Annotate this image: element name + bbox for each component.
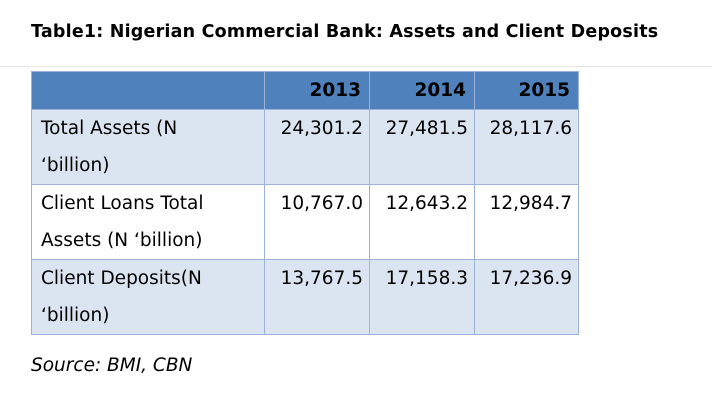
row-label: Client Deposits(N ‘billion) [31,259,265,335]
table-row-client-loans: Client Loans Total Assets (N ‘billion) 1… [31,184,579,260]
bank-data-table: 2013 2014 2015 Total Assets (N ‘billion)… [31,71,579,335]
value-cell: 12,643.2 [369,184,475,260]
header-cell-2015: 2015 [474,71,579,110]
row-label-line: Client Deposits(N [41,268,202,289]
value-cell: 10,767.0 [264,184,370,260]
value-cell: 12,984.7 [474,184,579,260]
value-cell: 28,117.6 [474,109,579,185]
row-label-line: Client Loans Total [41,193,204,214]
row-label-line: ‘billion) [41,305,110,326]
value-cell: 13,767.5 [264,259,370,335]
table-title: Table1: Nigerian Commercial Bank: Assets… [31,22,659,42]
value-cell: 27,481.5 [369,109,475,185]
header-row: 2013 2014 2015 [31,71,579,110]
row-label-line: Total Assets (N [41,118,178,139]
header-cell-2013: 2013 [264,71,370,110]
value-cell: 24,301.2 [264,109,370,185]
title-divider [0,66,712,67]
row-label: Client Loans Total Assets (N ‘billion) [31,184,265,260]
header-cell-blank [31,71,265,110]
source-note: Source: BMI, CBN [31,355,193,376]
table-row-total-assets: Total Assets (N ‘billion) 24,301.2 27,48… [31,109,579,185]
row-label-line: ‘billion) [41,155,110,176]
table-row-client-deposits: Client Deposits(N ‘billion) 13,767.5 17,… [31,259,579,335]
header-cell-2014: 2014 [369,71,475,110]
row-label: Total Assets (N ‘billion) [31,109,265,185]
row-label-line: Assets (N ‘billion) [41,230,203,251]
value-cell: 17,158.3 [369,259,475,335]
value-cell: 17,236.9 [474,259,579,335]
